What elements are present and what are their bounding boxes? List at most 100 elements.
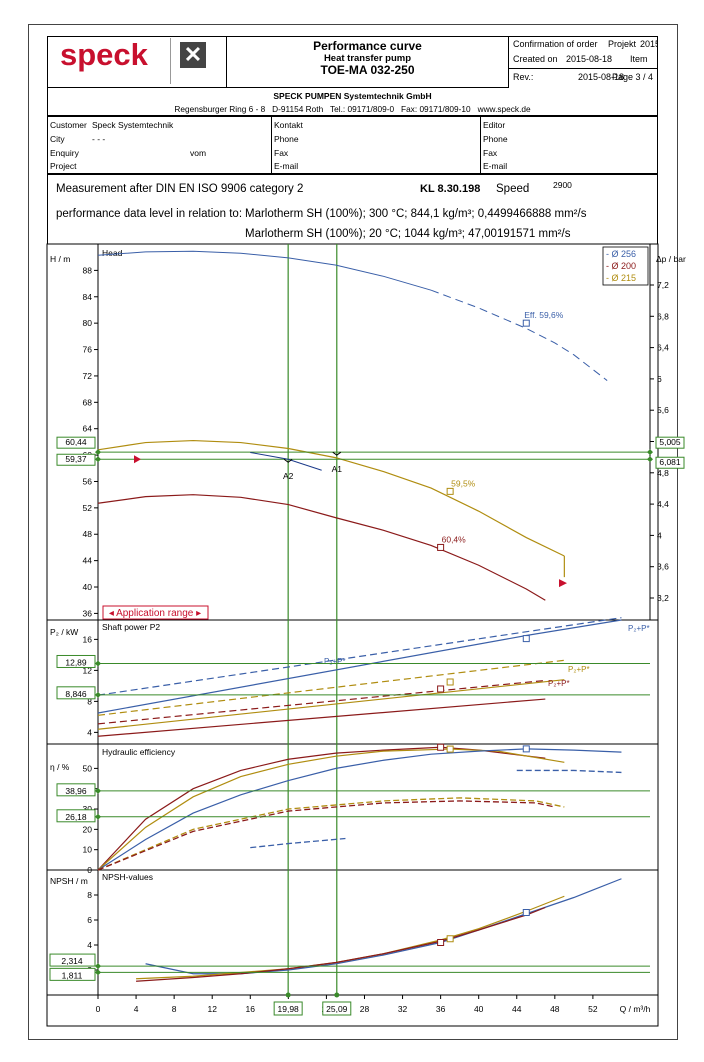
head-eff-label-2: 60,4% [442,534,467,544]
x-tick-label: 40 [474,1004,484,1014]
editor-phone-label: Phone [483,134,508,144]
range-end-triangle [559,579,567,588]
head-y2-tick-label: 4,8 [657,468,669,478]
head-y-label: H / m [50,254,70,264]
speed-value: 2900 [553,180,572,190]
op-diamond-right-0 [647,449,653,456]
head-eff-label-0: Eff. 59,6% [524,310,564,320]
kl-number: KL 8.30.198 [420,183,481,195]
document-frame [28,24,678,1040]
x-tick-label: 36 [436,1004,446,1014]
created-value: 2015-08-18 [566,54,613,64]
op-diamond-3 [95,691,101,698]
npsh-y-tick-label: 6 [87,915,92,925]
op-diamond-5 [95,813,101,820]
eff-value-box-0 [56,783,96,797]
chart-outer-border [46,243,659,1027]
op-diamond-1 [95,456,101,463]
op-point-label-A2: A2 [283,471,294,481]
confirmation-label: Confirmation of order [513,39,598,49]
x-tick-label: 28 [360,1004,370,1014]
npsh-marker-1 [446,935,454,943]
head-y2-label: Δp / bar [656,254,686,264]
eff-marker-2 [522,745,530,753]
eff-marker-0 [437,743,445,751]
customer-value: Speck Systemtechnik [92,120,174,130]
power-curve-256P2P [97,617,622,696]
power-curve-200P2P [97,679,546,725]
x-box-icon: ✕ [180,42,206,68]
eff-dashed-curve-1 [97,800,555,871]
head-legend-box [602,246,649,286]
op-point-marker-A1 [332,451,342,456]
eff-value-0: 38,96 [65,786,87,796]
head-y2-tick-label: 4,4 [657,499,669,509]
vom-label: vom [190,148,207,158]
head-value-box-1 [56,453,96,466]
power-curve-200P2 [97,698,546,737]
op-point-label-A1: A1 [332,464,343,474]
perf-label: performance data level in relation to: [56,208,243,220]
head-y2-tick-label: 6 [657,374,662,384]
npsh-y-label: NPSH / m [50,876,88,886]
power-y-label: P₂ / kW [50,627,78,637]
editor-fax-label: Fax [483,148,498,158]
item-label: Item [630,54,648,64]
eff-curve-256 [97,748,622,871]
power-value-box-0 [56,654,96,668]
head-y-tick-label: 88 [83,265,93,275]
eff-y-tick-label: 0 [87,865,92,875]
power-curve-215P2 [97,679,565,730]
eff-y-tick-label: 50 [83,763,93,773]
power-curve-label-1: P₂+P* [568,665,590,674]
eff-dashed-curve-0 [97,797,565,871]
eff-y-tick-label: 30 [83,804,93,814]
company-address: Regensburger Ring 6 - 8 D-91154 Roth Tel… [174,104,531,114]
x-tick-label: 4 [134,1004,139,1014]
logo-divider [170,38,171,84]
head-panel-title: Head [102,248,123,258]
head-y-tick-label: 40 [83,582,93,592]
power-y-tick-label: 4 [87,727,92,737]
pump-type: Heat transfer pump [323,53,412,64]
eff-curve-200 [97,746,546,871]
application-range-label: ◂ Application range ▸ [109,608,201,619]
head-curve-215 [97,439,565,557]
customer-label: Customer [50,120,87,130]
application-range-box [102,605,209,620]
project-label: Project [50,161,77,171]
editor-label: Editor [483,120,506,130]
head-eff-marker-2 [437,543,445,551]
q-op-dot-0 [285,992,291,998]
head-y-tick-label: 76 [83,345,93,355]
op-diamond-7 [95,969,101,976]
head-dp-value-0: 5,005 [659,437,681,447]
head-y2-tick-label: 4 [657,530,662,540]
x-tick-label: 16 [246,1004,256,1014]
npsh-marker-2 [522,909,530,916]
city-value: - - - [92,134,106,144]
power-panel-title: Shaft power P2 [102,622,160,632]
head-dp-box-0 [655,436,685,449]
logo-wordmark: speck [60,37,148,72]
fluid-20c: Marlotherm SH (100%); 20 °C; 1044 kg/m³;… [245,228,571,240]
head-y-tick-label: 72 [83,371,93,381]
npsh-value-box-0 [49,953,96,967]
eff-value-box-1 [56,809,96,823]
doc-title: Performance curve [313,39,422,53]
op-diamond-6 [95,963,101,970]
fluid-300c: Marlotherm SH (100%); 300 °C; 844,1 kg/m… [245,208,587,220]
info-box [47,116,658,174]
op-point-marker-A2 [283,458,293,463]
op-diamond-0 [95,449,101,456]
head-legend-entry-1: - Ø 200 [606,261,636,271]
head-value-0: 60,44 [65,437,87,447]
eff-y-tick-label: 10 [83,845,93,855]
info-col-divider-1 [271,116,272,174]
head-y-tick-label: 64 [83,424,93,434]
op-diamond-2 [95,660,101,667]
npsh-y-tick-label: 4 [87,940,92,950]
measurement-text: Measurement after DIN EN ISO 9906 catego… [56,183,304,195]
npsh-value-box-1 [49,967,96,981]
